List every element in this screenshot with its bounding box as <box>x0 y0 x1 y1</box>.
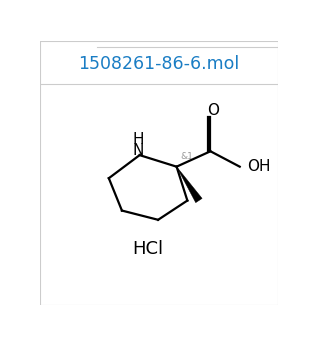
Text: &1: &1 <box>180 152 193 161</box>
Text: N: N <box>132 143 144 158</box>
Text: OH: OH <box>247 159 271 174</box>
Text: HCl: HCl <box>132 240 163 258</box>
Text: O: O <box>207 103 219 118</box>
Polygon shape <box>177 167 202 203</box>
Text: H: H <box>132 132 144 147</box>
Text: 1508261-86-6.mol: 1508261-86-6.mol <box>78 55 240 73</box>
